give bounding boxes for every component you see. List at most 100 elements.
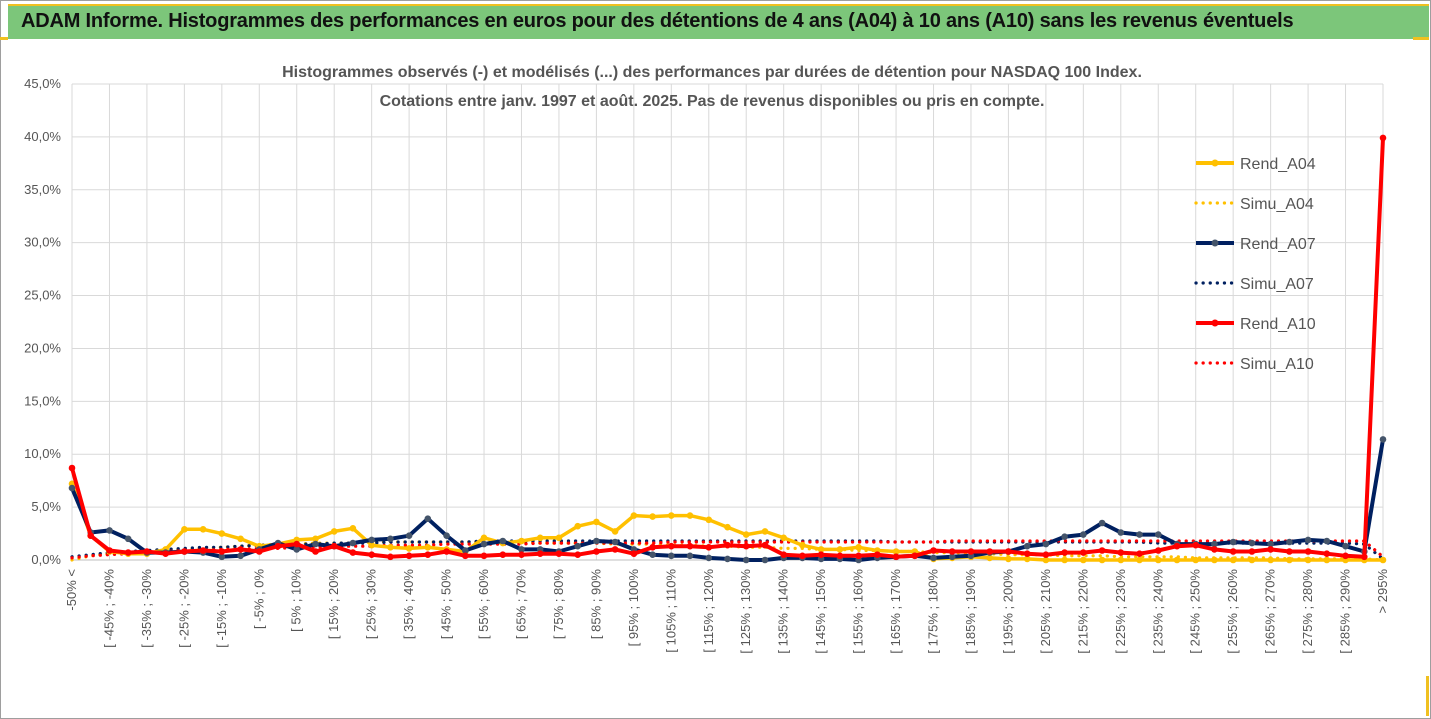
data-point-rend-a10 [368,551,376,558]
data-point-rend-a04 [1323,556,1331,564]
data-point-rend-a07 [1323,537,1331,545]
data-point-rend-a07 [724,555,731,563]
data-point-rend-a07 [1117,529,1125,536]
data-point-rend-a07 [1229,538,1237,546]
x-tick-label: [ 65% ; 70% [513,569,528,640]
data-point-rend-a04 [368,541,376,549]
y-tick-label: 35,0% [24,182,61,197]
data-point-rend-a10 [855,552,862,560]
data-point-rend-a10 [443,548,450,555]
legend-label-simu-a04: Simu_A04 [1240,196,1314,213]
data-point-rend-a04 [518,537,525,545]
legend-marker-rend-a10 [1211,319,1219,327]
data-point-rend-a10 [780,551,787,558]
data-point-rend-a04 [686,512,694,519]
data-point-rend-a07 [237,552,244,560]
x-tick-label: [ 175% ; 180% [926,569,941,654]
data-point-rend-a07 [1304,536,1312,544]
data-point-rend-a10 [1136,550,1143,557]
x-tick-label: [ 45% ; 50% [439,569,454,640]
data-point-rend-a10 [611,546,619,553]
data-point-rend-a04 [742,531,750,538]
x-tick-label: [ 195% ; 200% [1000,569,1015,654]
chart-title: Histogrammes observés (-) et modélisés (… [282,64,1142,81]
x-tick-label: [ 15% ; 20% [326,569,341,640]
data-point-rend-a10 [312,548,319,555]
data-point-rend-a04 [480,534,488,542]
data-point-rend-a04 [536,534,544,542]
data-point-rend-a07 [1080,531,1087,538]
data-point-rend-a10 [668,542,675,550]
data-point-rend-a04 [892,548,900,555]
data-point-rend-a10 [255,548,263,555]
data-point-rend-a10 [1379,134,1387,142]
x-tick-label: [ 245% ; 250% [1188,569,1203,654]
legend-marker-rend-a07 [1211,239,1219,247]
data-point-rend-a10 [387,553,394,561]
data-point-rend-a04 [611,528,619,535]
data-point-rend-a04 [761,528,769,535]
data-point-rend-a07 [930,554,937,562]
data-point-rend-a04 [1117,556,1125,564]
data-point-rend-a07 [1248,539,1256,547]
x-tick-label: [ 275% ; 280% [1300,569,1315,654]
x-tick-label: [ 145% ; 150% [813,569,828,654]
data-point-rend-a10 [836,552,844,560]
data-point-rend-a07 [1379,436,1387,443]
data-point-rend-a04 [312,535,319,543]
data-point-rend-a04 [593,518,600,526]
data-point-rend-a04 [1080,556,1087,564]
data-point-rend-a10 [1229,548,1237,555]
data-point-rend-a04 [555,534,563,542]
x-tick-label: [ 85% ; 90% [588,569,603,640]
y-axis-ticks: 0,0% 5,0% 10,0% 15,0% 20,0% 25,0% 30,0% 35,0% 40… [24,76,61,567]
x-axis-ticks: -50% < [ -45% ; -40% [ -35% ; -30% [ -25% ;… [64,569,1390,654]
gridlines [71,83,1384,560]
data-point-rend-a10 [1098,547,1106,554]
series-line-rend-a10 [70,137,1385,559]
data-point-rend-a10 [181,548,188,555]
x-tick-label: [ 185% ; 190% [963,569,978,654]
legend-label-rend-a10: Rend_A10 [1240,316,1316,333]
data-point-rend-a10 [162,550,169,557]
y-tick-label: 0,0% [31,552,61,567]
x-tick-label: [ 205% ; 210% [1038,569,1053,654]
data-point-rend-a04 [649,513,656,520]
data-point-rend-a07 [480,540,488,548]
data-point-rend-a04 [1286,556,1293,564]
x-tick-label: [ 115% ; 120% [701,569,716,653]
data-point-rend-a07 [124,535,132,543]
data-point-rend-a10 [911,552,919,560]
data-point-rend-a07 [611,538,619,546]
legend-label-simu-a10: Simu_A10 [1240,356,1314,373]
data-point-rend-a07 [518,546,525,553]
data-point-rend-a07 [405,532,413,539]
x-tick-label: [ 235% ; 240% [1150,569,1165,654]
report-banner: ADAM Informe. Histogrammes des performan… [8,4,1429,39]
data-point-rend-a10 [1192,541,1199,549]
data-point-rend-a10 [518,551,525,558]
data-point-rend-a10 [87,532,94,539]
data-point-rend-a10 [874,551,881,558]
data-point-rend-a04 [574,522,581,530]
data-point-rend-a04 [1211,556,1218,564]
data-point-rend-a10 [1061,549,1068,556]
data-point-rend-a10 [536,550,544,557]
data-point-rend-a10 [986,548,993,555]
x-tick-label: [ -45% ; -40% [101,569,116,648]
y-tick-label: 15,0% [24,393,61,408]
data-point-rend-a10 [1342,552,1349,560]
data-point-rend-a04 [1192,556,1199,564]
x-tick-label: [ 25% ; 30% [364,569,379,640]
data-point-rend-a10 [1042,551,1050,558]
x-tick-label: [ 225% ; 230% [1113,569,1128,654]
data-point-rend-a04 [1042,556,1050,564]
legend-label-rend-a07: Rend_A07 [1240,236,1316,253]
x-tick-label: [ 95% ; 100% [626,569,641,647]
data-point-rend-a10 [1248,548,1256,555]
data-point-rend-a07 [106,527,113,534]
data-point-rend-a07 [649,551,656,558]
data-point-rend-a10 [218,548,226,555]
